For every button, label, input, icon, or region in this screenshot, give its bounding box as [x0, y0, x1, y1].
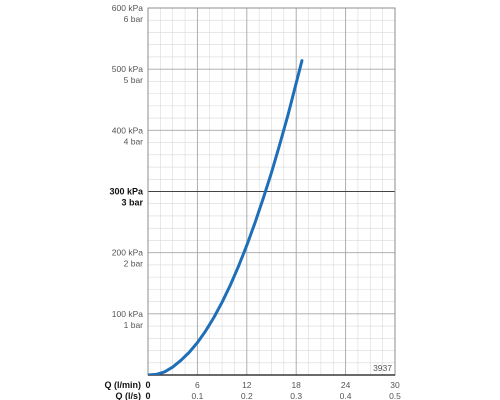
- grid: [147, 7, 396, 376]
- x-tick-label-lmin: 30: [390, 380, 400, 390]
- x-axis-label-ls: Q (l/s): [115, 391, 141, 400]
- x-tick-label-ls: 0.3: [290, 391, 302, 400]
- y-tick-label-bar: 3 bar: [121, 198, 143, 208]
- y-tick-label-kpa: 300 kPa: [109, 187, 144, 197]
- x-axis-ticks: 00 60.1 120.2 180.3 240.4 300.5: [145, 380, 401, 400]
- x-tick-label-lmin: 6: [195, 380, 200, 390]
- series-line: [148, 59, 304, 375]
- y-tick-label-bar: 6 bar: [124, 14, 144, 24]
- x-tick-label-ls: 0: [145, 391, 150, 400]
- y-tick-label-bar: 5 bar: [124, 75, 144, 85]
- y-tick-label-kpa: 500 kPa: [112, 64, 143, 74]
- y-tick-label-bar: 4 bar: [124, 136, 144, 146]
- y-tick-label-kpa: 600 kPa: [112, 3, 143, 13]
- x-tick-label-lmin: 0: [145, 380, 150, 390]
- x-axis-label-lmin: Q (l/min): [105, 380, 142, 390]
- y-tick-label-kpa: 100 kPa: [112, 309, 143, 319]
- x-tick-label-ls: 0.2: [241, 391, 253, 400]
- x-tick-label-ls: 0.1: [191, 391, 203, 400]
- series-layer: [148, 59, 304, 375]
- y-tick-label-kpa: 200 kPa: [112, 248, 143, 258]
- y-tick-label-bar: 2 bar: [124, 259, 144, 269]
- x-tick-label-ls: 0.4: [340, 391, 352, 400]
- x-tick-label-lmin: 18: [291, 380, 301, 390]
- x-tick-label-lmin: 24: [341, 380, 351, 390]
- corner-label: 3937: [373, 363, 392, 373]
- x-tick-label-ls: 0.5: [389, 391, 401, 400]
- x-tick-label-lmin: 12: [242, 380, 252, 390]
- y-tick-label-kpa: 400 kPa: [112, 125, 143, 135]
- y-tick-label-bar: 1 bar: [124, 320, 144, 330]
